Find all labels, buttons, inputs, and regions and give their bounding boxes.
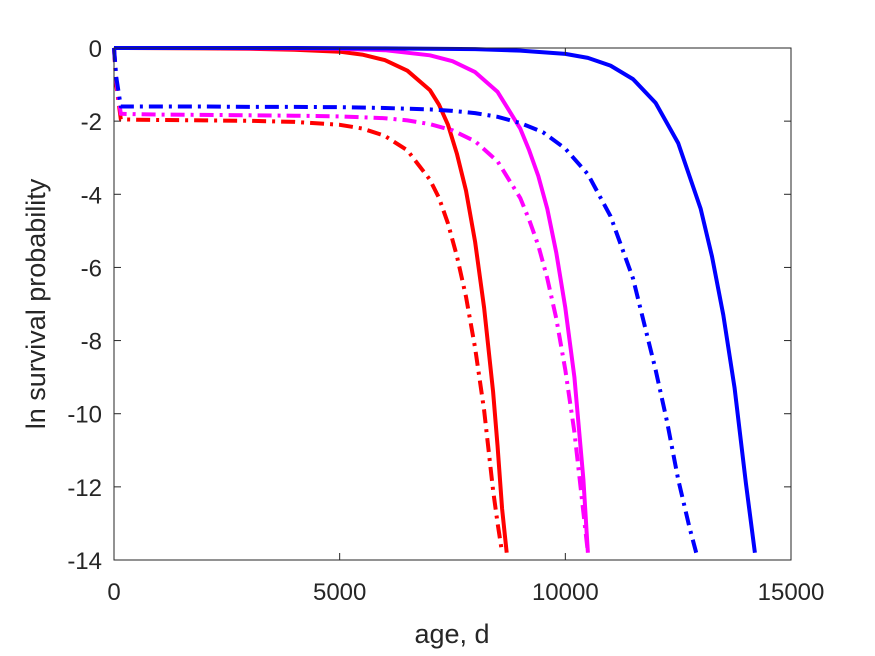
series-layer	[112, 46, 757, 554]
plot-frame	[113, 47, 792, 561]
x-axis: 0 5000 10000 15000	[107, 48, 824, 606]
y-axis: 0 -2 -4 -6 -8 -10 -12 -14	[67, 36, 791, 575]
y-tick-label: -8	[81, 329, 102, 356]
y-tick-label: -2	[81, 109, 102, 136]
x-axis-title: age, d	[414, 619, 489, 649]
y-axis-title: ln survival probability	[21, 178, 51, 429]
y-tick-label: -12	[67, 475, 102, 502]
plot-area	[114, 48, 791, 560]
x-tick-label: 10000	[532, 579, 599, 606]
series-line-6	[112, 47, 699, 554]
y-tick-label: 0	[89, 36, 102, 63]
y-tick-label: -10	[67, 402, 102, 429]
x-tick-label: 0	[107, 579, 120, 606]
series-line-4	[112, 47, 590, 553]
y-tick-label: -14	[67, 548, 102, 575]
y-tick-label: -6	[81, 255, 102, 282]
x-tick-label: 15000	[758, 579, 825, 606]
y-tick-label: -4	[81, 182, 102, 209]
series-line-2	[112, 47, 505, 554]
series-line-5	[114, 46, 757, 553]
x-tick-label: 5000	[313, 579, 366, 606]
